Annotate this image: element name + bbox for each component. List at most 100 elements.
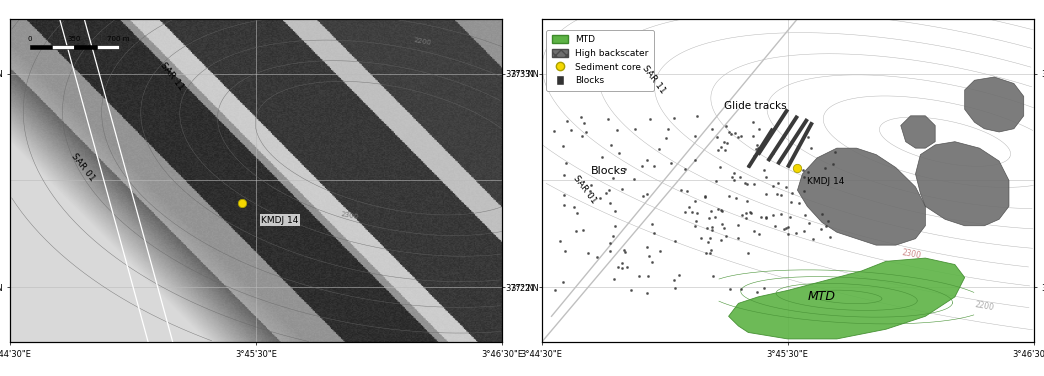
Point xyxy=(662,161,679,167)
Point xyxy=(614,260,631,266)
Point xyxy=(825,161,841,167)
Point xyxy=(745,181,762,187)
Point xyxy=(780,230,797,237)
Point xyxy=(737,210,754,216)
Point xyxy=(745,227,762,233)
Polygon shape xyxy=(916,142,1009,226)
Point xyxy=(556,248,573,254)
Point xyxy=(546,287,563,293)
Point xyxy=(583,182,599,188)
Point xyxy=(556,192,573,198)
Point xyxy=(726,170,742,176)
Point xyxy=(739,163,756,169)
Point xyxy=(787,230,804,237)
Point xyxy=(606,175,622,181)
Point xyxy=(645,163,662,169)
Point xyxy=(756,167,773,173)
Point xyxy=(687,223,704,229)
Point xyxy=(677,166,693,172)
Point xyxy=(744,119,761,125)
Point xyxy=(639,290,656,296)
Text: SAR 01: SAR 01 xyxy=(571,174,598,205)
Point xyxy=(751,230,767,237)
Point xyxy=(734,212,751,218)
Point xyxy=(704,126,720,132)
Bar xyxy=(96,45,119,49)
Point xyxy=(546,127,563,133)
Point xyxy=(744,133,761,139)
Point xyxy=(769,191,786,197)
Point xyxy=(717,233,734,239)
Polygon shape xyxy=(965,77,1024,132)
Point xyxy=(820,218,836,224)
Point xyxy=(784,190,801,196)
Legend: MTD, High backscater, Sediment core, Blocks: MTD, High backscater, Sediment core, Blo… xyxy=(546,30,654,91)
Text: SAR 11: SAR 11 xyxy=(158,61,185,92)
Point xyxy=(635,193,651,199)
Point xyxy=(556,202,573,208)
Point xyxy=(601,248,618,254)
Point xyxy=(713,144,730,150)
Text: MTD: MTD xyxy=(808,290,836,303)
Point xyxy=(576,120,593,126)
Point xyxy=(614,265,631,271)
Point xyxy=(712,164,729,170)
Point xyxy=(686,157,703,163)
Point xyxy=(652,248,669,254)
Point xyxy=(607,208,623,214)
Point xyxy=(797,212,813,218)
Point xyxy=(796,228,812,234)
Point xyxy=(683,209,699,215)
Point xyxy=(749,289,765,295)
Point xyxy=(568,227,585,233)
Point xyxy=(610,150,626,156)
Point xyxy=(782,214,799,220)
Point xyxy=(646,230,663,236)
Point xyxy=(730,134,746,140)
Point xyxy=(813,211,830,217)
Point xyxy=(794,167,811,173)
Point xyxy=(758,191,775,197)
Point xyxy=(770,180,787,186)
Point xyxy=(602,142,619,148)
Point xyxy=(773,211,789,217)
Point xyxy=(705,273,721,279)
Point xyxy=(625,176,642,182)
Point xyxy=(713,207,730,213)
Point xyxy=(704,227,720,233)
Point xyxy=(601,240,618,246)
Point xyxy=(796,188,812,194)
Point xyxy=(687,133,704,139)
Point xyxy=(751,126,767,132)
Point xyxy=(801,220,817,226)
Point xyxy=(725,174,741,180)
Point xyxy=(593,154,610,160)
Point xyxy=(721,129,738,135)
Point xyxy=(672,187,689,193)
Point xyxy=(638,191,655,197)
Point xyxy=(790,200,807,206)
Point xyxy=(796,174,812,180)
Point xyxy=(710,147,727,153)
Point xyxy=(692,235,709,241)
Text: 2200: 2200 xyxy=(974,300,995,312)
Text: 350: 350 xyxy=(68,36,81,42)
Point xyxy=(702,250,718,256)
Point xyxy=(732,174,749,180)
Text: 2300: 2300 xyxy=(901,248,922,260)
Point xyxy=(733,286,750,292)
Point xyxy=(758,214,775,220)
Point xyxy=(730,222,746,228)
Point xyxy=(557,160,574,166)
Point xyxy=(677,209,693,215)
Point xyxy=(631,273,647,279)
Point xyxy=(708,134,725,140)
Bar xyxy=(30,45,52,49)
Point xyxy=(599,116,616,122)
Point xyxy=(714,208,731,214)
Point xyxy=(626,126,643,132)
Point xyxy=(572,114,589,120)
Point xyxy=(613,186,630,192)
Point xyxy=(707,214,723,220)
Point xyxy=(730,235,746,241)
